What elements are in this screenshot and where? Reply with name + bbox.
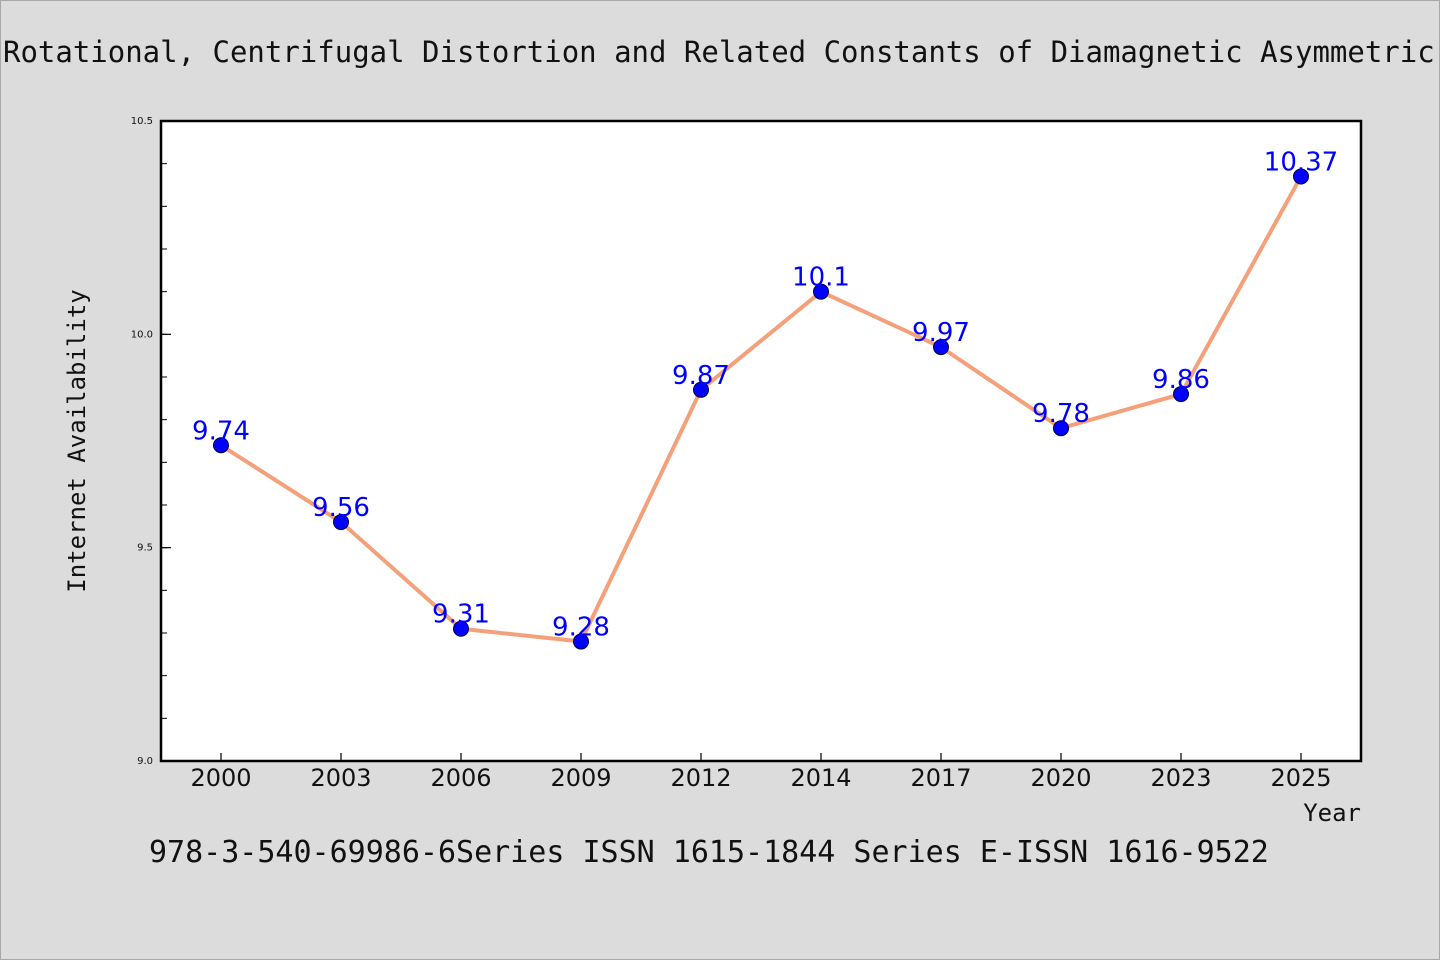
y-tick-label: 10.5 [131, 116, 153, 127]
data-point-marker [933, 339, 949, 356]
x-tick-label: 2009 [550, 764, 611, 792]
data-label: 10.1 [792, 263, 850, 293]
x-tick-label: 2012 [670, 764, 731, 792]
data-label: 9.28 [552, 613, 610, 643]
chart-footer: 978-3-540-69986-6Series ISSN 1615-1844 S… [149, 835, 1269, 870]
data-point-marker [1053, 420, 1069, 437]
data-label: 9.74 [192, 416, 250, 446]
plot-area [159, 119, 1363, 763]
data-label: 9.97 [912, 318, 970, 348]
data-point-marker [453, 620, 469, 637]
data-label: 9.78 [1032, 399, 1090, 429]
x-tick-label: 2023 [1150, 764, 1211, 792]
y-axis-title: Internet Availability [63, 289, 91, 592]
data-point-marker [213, 437, 229, 454]
series-line [219, 175, 1303, 644]
x-tick-label: 2006 [430, 764, 491, 792]
y-tick-label: 9.5 [137, 543, 153, 554]
y-tick-label: 10.0 [131, 329, 153, 340]
x-tick-label: 2020 [1030, 764, 1091, 792]
x-tick-label: 2017 [910, 764, 971, 792]
x-tick-label: 2025 [1270, 764, 1331, 792]
data-label: 10.37 [1264, 147, 1338, 177]
data-point-marker [573, 633, 589, 650]
data-label: 9.86 [1152, 365, 1210, 395]
x-axis-title: Year [1303, 799, 1361, 827]
x-tick-label: 2003 [310, 764, 371, 792]
data-point-marker [693, 381, 709, 398]
chart-title: Rotational, Centrifugal Distortion and R… [3, 35, 1439, 69]
x-tick-label: 2014 [790, 764, 851, 792]
data-point-marker [1173, 386, 1189, 403]
data-point-marker [333, 514, 349, 531]
data-point-marker [1293, 168, 1309, 185]
y-tick-label: 9.0 [137, 756, 153, 767]
data-point-marker [813, 283, 829, 300]
data-label: 9.31 [432, 600, 490, 630]
x-tick-label: 2000 [190, 764, 251, 792]
data-label: 9.56 [312, 493, 370, 523]
data-label: 9.87 [672, 361, 730, 391]
